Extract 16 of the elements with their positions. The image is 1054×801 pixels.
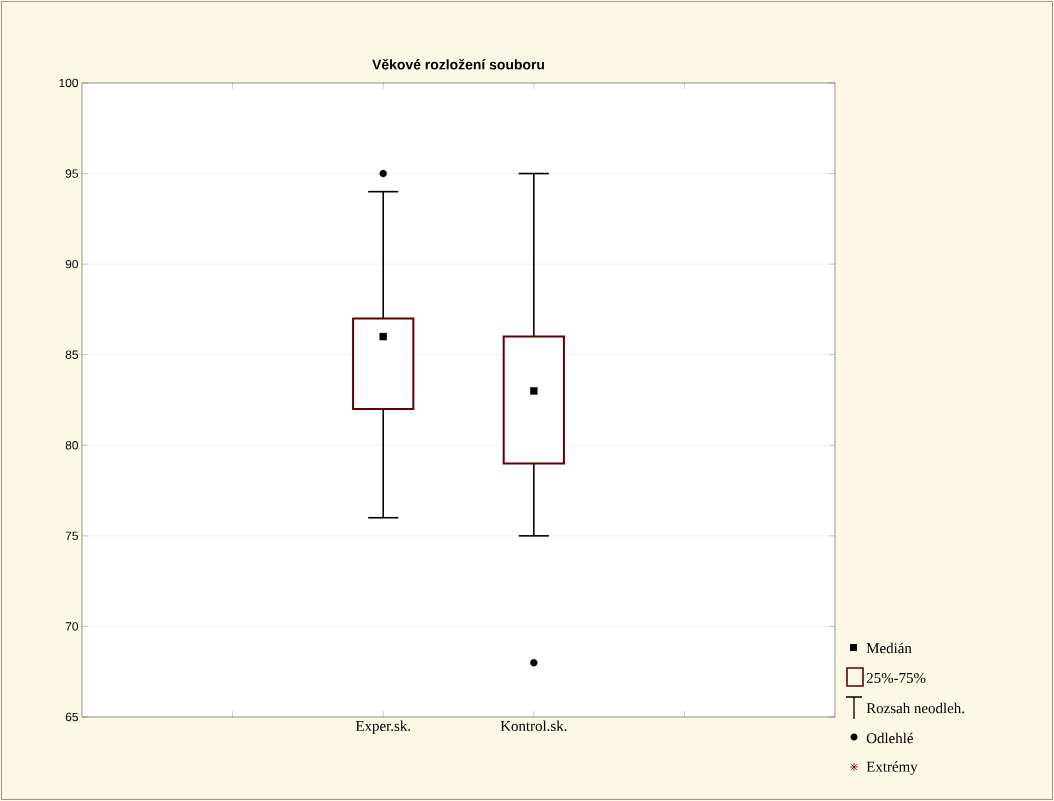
chart-title: Věkové rozložení souboru	[372, 58, 545, 70]
y-tick-label: 65	[65, 712, 78, 722]
y-tick-label: 70	[65, 622, 79, 631]
text: Odlehlé	[866, 732, 913, 744]
y-tick-label: 95	[65, 169, 78, 178]
x-tick-label: Kontrol.sk.	[500, 720, 567, 732]
y-tick-label: 80	[65, 441, 79, 450]
text: Medián	[866, 642, 912, 654]
text: 25%-75%	[866, 672, 926, 684]
y-tick-label: 75	[65, 531, 78, 540]
y-tick-label: 100	[59, 78, 79, 88]
x-tick-label: Exper.sk.	[355, 720, 411, 735]
text: Extrémy	[866, 761, 918, 775]
text: Rozsah neodleh.	[866, 702, 964, 714]
y-tick-label: 90	[65, 259, 79, 269]
y-tick-label: 85	[65, 350, 78, 359]
